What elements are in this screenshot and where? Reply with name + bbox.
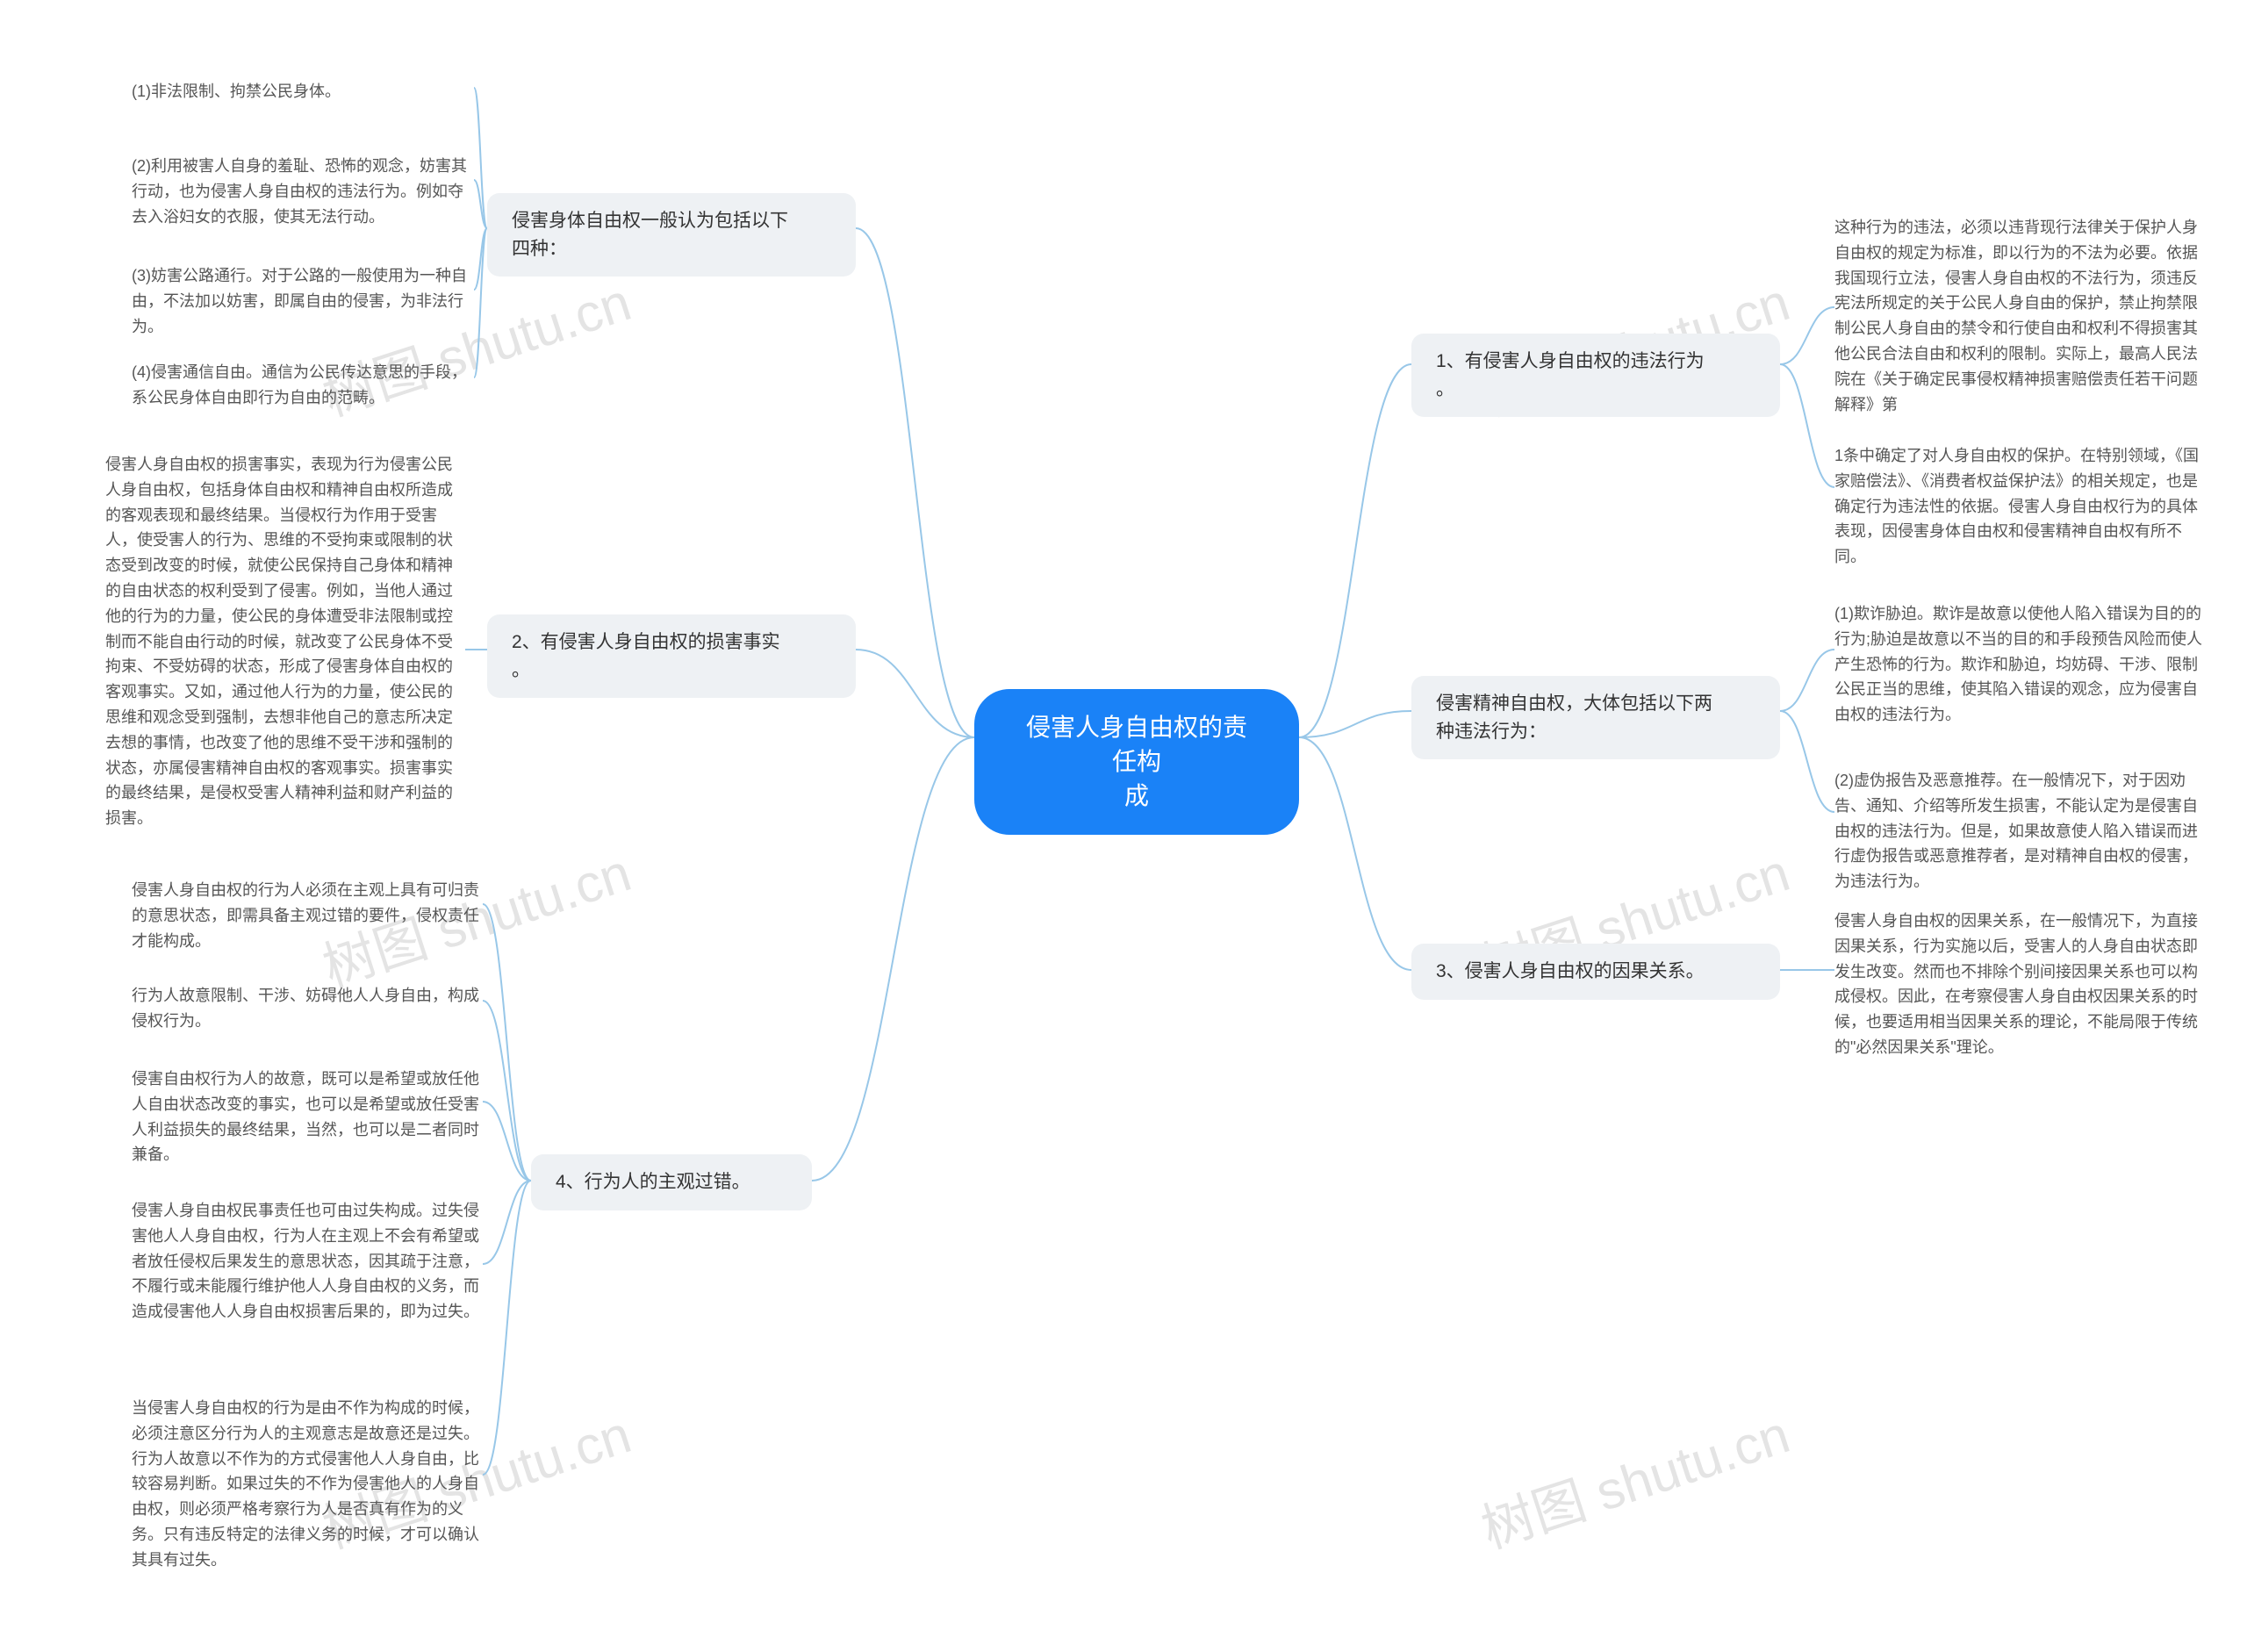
branch-l1: 侵害身体自由权一般认为包括以下 四种： (487, 193, 856, 277)
branch-l2-l2: 。 (512, 660, 530, 680)
leaf-l1b: (2)利用被害人自身的羞耻、恐怖的观念，妨害其行动，也为侵害人身自由权的违法行为… (132, 154, 474, 229)
branch-r2-l1: 侵害精神自由权，大体包括以下两 (1436, 693, 1712, 714)
leaf-l3a: 侵害人身自由权的行为人必须在主观上具有可归责的意思状态，即需具备主观过错的要件，… (132, 878, 483, 953)
center-line2: 成 (1124, 782, 1149, 809)
leaf-l1a: (1)非法限制、拘禁公民身体。 (132, 79, 474, 104)
branch-r1: 1、有侵害人身自由权的违法行为 。 (1411, 334, 1780, 417)
branch-l2: 2、有侵害人身自由权的损害事实 。 (487, 614, 856, 698)
leaf-l1d: (4)侵害通信自由。通信为公民传达意思的手段，系公民身体自由即行为自由的范畴。 (132, 360, 474, 411)
center-node: 侵害人身自由权的责任构 成 (974, 689, 1299, 835)
branch-l1-l1: 侵害身体自由权一般认为包括以下 (512, 211, 788, 231)
branch-r2: 侵害精神自由权，大体包括以下两 种违法行为： (1411, 676, 1780, 759)
branch-l3: 4、行为人的主观过错。 (531, 1154, 812, 1210)
branch-r3: 3、侵害人身自由权的因果关系。 (1411, 944, 1780, 1000)
leaf-l3e: 当侵害人身自由权的行为是由不作为构成的时候，必须注意区分行为人的主观意志是故意还… (132, 1396, 483, 1573)
branch-l3-l1: 4、行为人的主观过错。 (556, 1172, 750, 1192)
leaf-l3c: 侵害自由权行为人的故意，既可以是希望或放任他人自由状态改变的事实，也可以是希望或… (132, 1067, 483, 1167)
leaf-r2a: (1)欺诈胁迫。欺诈是故意以使他人陷入错误为目的的行为;胁迫是故意以不当的目的和… (1834, 601, 2203, 728)
leaf-l1c: (3)妨害公路通行。对于公路的一般使用为一种自由，不法加以妨害，即属自由的侵害，… (132, 263, 474, 339)
center-line1: 侵害人身自由权的责任构 (1026, 714, 1247, 775)
leaf-l2a: 侵害人身自由权的损害事实，表现为行为侵害公民人身自由权，包括身体自由权和精神自由… (105, 452, 465, 831)
branch-l2-l1: 2、有侵害人身自由权的损害事实 (512, 632, 780, 652)
branch-r1-l1: 1、有侵害人身自由权的违法行为 (1436, 351, 1705, 371)
leaf-r3a: 侵害人身自由权的因果关系，在一般情况下，为直接因果关系，行为实施以后，受害人的人… (1834, 909, 2203, 1060)
leaf-r1a: 这种行为的违法，必须以违背现行法律关于保护人身自由权的规定为标准，即以行为的不法… (1834, 215, 2203, 417)
leaf-l3b: 行为人故意限制、干涉、妨碍他人人身自由，构成侵权行为。 (132, 983, 483, 1034)
watermark: 树图 shutu.cn (1470, 1392, 1798, 1563)
branch-r2-l2: 种违法行为： (1436, 722, 1547, 742)
leaf-r1b: 1条中确定了对人身自由权的保护。在特别领域，《国家赔偿法》、《消费者权益保护法》… (1834, 443, 2203, 570)
leaf-r2b: (2)虚伪报告及恶意推荐。在一般情况下，对于因劝告、通知、介绍等所发生损害，不能… (1834, 768, 2203, 894)
branch-l1-l2: 四种： (512, 239, 567, 259)
branch-r1-l2: 。 (1436, 379, 1454, 399)
branch-r3-l1: 3、侵害人身自由权的因果关系。 (1436, 961, 1705, 981)
leaf-l3d: 侵害人身自由权民事责任也可由过失构成。过失侵害他人人身自由权，行为人在主观上不会… (132, 1198, 483, 1325)
